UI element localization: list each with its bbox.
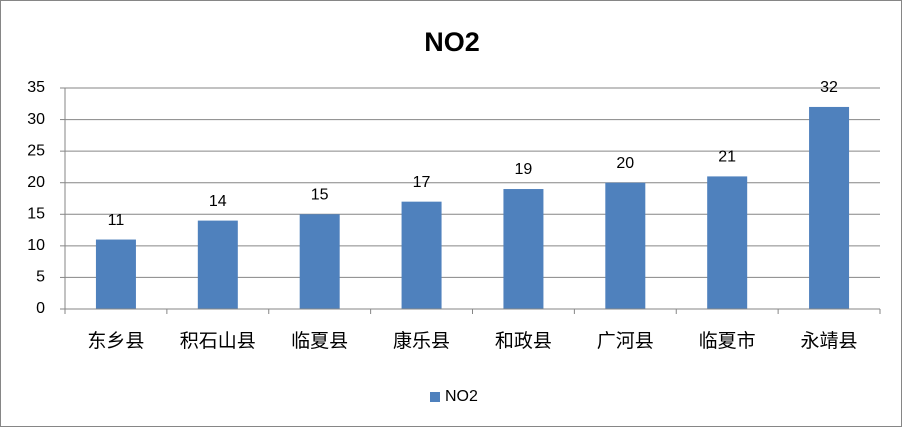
legend-swatch [430,392,440,402]
bar [299,214,340,309]
y-tick-label: 15 [27,206,45,223]
x-tick-label: 积石山县 [180,330,256,352]
y-tick-label: 10 [27,237,45,254]
data-label: 14 [209,193,227,210]
legend-label: NO2 [445,388,478,405]
x-tick-label: 和政县 [495,330,552,352]
bar [605,182,646,309]
bar [809,106,850,309]
x-tick-label: 广河县 [597,330,654,352]
bar [401,201,442,309]
data-label: 19 [515,161,533,178]
data-label: 15 [311,187,329,204]
bar [707,176,748,309]
y-tick-label: 0 [36,300,45,317]
y-tick-label: 30 [27,111,45,128]
data-label: 17 [413,174,431,191]
bar [503,189,544,309]
bar [197,220,238,309]
chart-title: NO2 [424,27,480,57]
data-label: 20 [616,155,634,172]
bar [95,239,136,309]
y-tick-label: 5 [36,269,45,286]
data-label: 21 [718,149,736,166]
data-label: 32 [820,79,838,96]
x-tick-label: 东乡县 [87,330,144,352]
x-tick-label: 临夏县 [291,330,348,352]
x-tick-label: 永靖县 [801,330,858,352]
y-tick-label: 35 [27,79,45,96]
x-tick-label: 康乐县 [393,330,450,352]
x-tick-label: 临夏市 [699,330,756,352]
y-tick-label: 25 [27,142,45,159]
data-label: 11 [108,212,125,229]
y-tick-label: 20 [27,174,45,191]
